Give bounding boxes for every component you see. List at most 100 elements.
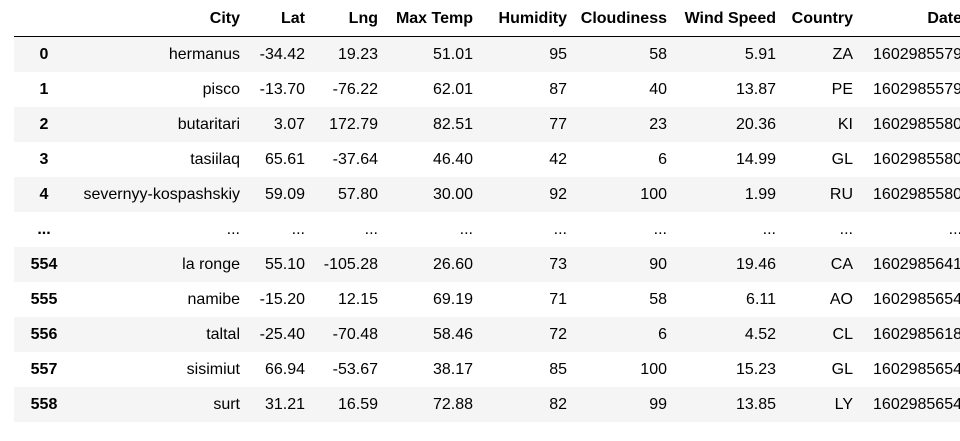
cell-lng: -105.28	[323, 256, 378, 273]
column-header-lng: Lng	[312, 2, 385, 37]
column-header-city: City	[74, 2, 247, 37]
cell-city: hermanus	[168, 46, 240, 63]
column-header-humidity: Humidity	[480, 2, 574, 37]
cell-cloudiness: 100	[640, 186, 667, 203]
dataframe-output: City Lat Lng Max Temp Humidity Cloudines…	[14, 2, 960, 422]
cell-lat: 66.94	[264, 361, 305, 378]
cell-humidity: ...	[553, 221, 567, 238]
cell-wind-speed: 19.46	[735, 256, 776, 273]
cell-cloudiness: 6	[658, 151, 667, 168]
cell-lat: -15.20	[259, 291, 305, 308]
cell-country: GL	[831, 361, 853, 378]
cell-lat: 65.61	[264, 151, 305, 168]
cell-lng: 172.79	[329, 116, 378, 133]
cell-cloudiness: 23	[649, 116, 667, 133]
row-index: 3	[39, 151, 49, 168]
table-row: 557 sisimiut 66.94 -53.67 38.17 85 100 15.23 GL 1…	[14, 352, 960, 387]
cell-country: CL	[832, 326, 853, 343]
cell-country: ...	[839, 221, 853, 238]
row-index: 557	[30, 361, 58, 378]
row-index: 2	[39, 116, 49, 133]
cell-lat: -25.40	[259, 326, 305, 343]
cell-city: pisco	[202, 81, 240, 98]
cell-lng: 19.23	[337, 46, 378, 63]
index-header	[14, 2, 74, 37]
cell-date: 1602985580	[873, 151, 960, 168]
column-header-cloudiness: Cloudiness	[574, 2, 674, 37]
cell-humidity: 72	[549, 326, 567, 343]
cell-date: 1602985654	[873, 396, 960, 413]
cell-max-temp: 30.00	[432, 186, 473, 203]
cell-country: KI	[837, 116, 853, 133]
cell-country: RU	[829, 186, 853, 203]
cell-cloudiness: 40	[649, 81, 667, 98]
cell-wind-speed: 6.11	[746, 291, 776, 308]
cell-country: LY	[834, 396, 853, 413]
cell-date: 1602985654	[873, 291, 960, 308]
table-row: 3 tasiilaq 65.61 -37.64 46.40 42 6 14.99 GL 16029…	[14, 142, 960, 177]
cell-wind-speed: 15.23	[735, 361, 776, 378]
cell-city: surt	[213, 396, 240, 413]
cell-city: ...	[226, 221, 240, 238]
row-index: 4	[39, 186, 49, 203]
cell-lat: 3.07	[273, 116, 305, 133]
cell-humidity: 92	[549, 186, 567, 203]
cell-wind-speed: 5.91	[744, 46, 776, 63]
row-index: 554	[30, 256, 58, 273]
table-row: 4 severnyy-kospashskiy 59.09 57.80 30.00 92 10…	[14, 177, 960, 212]
table-row: 558 surt 31.21 16.59 72.88 82 99 13.85 LY 1602985…	[14, 387, 960, 422]
cell-max-temp: 51.01	[432, 46, 473, 63]
cell-date: 1602985580	[873, 116, 960, 133]
cell-date: 1602985618	[873, 326, 960, 343]
cell-max-temp: 38.17	[432, 361, 473, 378]
cell-wind-speed: 4.52	[744, 326, 776, 343]
cell-max-temp: 26.60	[432, 256, 473, 273]
cell-humidity: 77	[549, 116, 567, 133]
cell-max-temp: 69.19	[432, 291, 473, 308]
table-row: 1 pisco -13.70 -76.22 62.01 87 40 13.87 PE 160298…	[14, 72, 960, 107]
cell-date: ...	[948, 221, 960, 238]
cell-date: 1602985654	[873, 361, 960, 378]
cell-max-temp: 72.88	[432, 396, 473, 413]
cell-humidity: 87	[549, 81, 567, 98]
cell-wind-speed: 13.85	[735, 396, 776, 413]
cell-city: sisimiut	[186, 361, 240, 378]
cell-cloudiness: 90	[649, 256, 667, 273]
cell-max-temp: 46.40	[432, 151, 473, 168]
cell-country: AO	[829, 291, 853, 308]
cell-lng: 57.80	[337, 186, 378, 203]
cell-cloudiness: 58	[649, 46, 667, 63]
cell-wind-speed: ...	[762, 221, 776, 238]
cell-country: PE	[831, 81, 853, 98]
cell-lng: -53.67	[332, 361, 378, 378]
cell-country: ZA	[832, 46, 853, 63]
cell-lat: 55.10	[264, 256, 305, 273]
row-index: 1	[39, 81, 49, 98]
row-index: 556	[30, 326, 58, 343]
column-header-wind-speed: Wind Speed	[674, 2, 783, 37]
cell-humidity: 71	[549, 291, 567, 308]
cell-cloudiness: 100	[640, 361, 667, 378]
cell-max-temp: ...	[459, 221, 473, 238]
cell-lng: 12.15	[337, 291, 378, 308]
cell-date: 1602985580	[873, 186, 960, 203]
cell-wind-speed: 13.87	[735, 81, 776, 98]
cell-cloudiness: ...	[653, 221, 667, 238]
cell-lat: -34.42	[259, 46, 305, 63]
cell-wind-speed: 20.36	[735, 116, 776, 133]
cell-city: la ronge	[182, 256, 240, 273]
header-row: City Lat Lng Max Temp Humidity Cloudines…	[14, 2, 960, 37]
row-index: 555	[30, 291, 58, 308]
cell-lng: 16.59	[337, 396, 378, 413]
cell-max-temp: 62.01	[432, 81, 473, 98]
cell-max-temp: 58.46	[432, 326, 473, 343]
cell-humidity: 82	[549, 396, 567, 413]
cell-lng: -70.48	[332, 326, 378, 343]
dataframe-table: City Lat Lng Max Temp Humidity Cloudines…	[14, 2, 960, 422]
cell-date: 1602985641	[873, 256, 960, 273]
cell-city: taltal	[206, 326, 240, 343]
table-body: 0 hermanus -34.42 19.23 51.01 95 58 5.91 ZA 16029…	[14, 36, 960, 422]
cell-city: butaritari	[177, 116, 240, 133]
cell-cloudiness: 6	[658, 326, 667, 343]
cell-wind-speed: 14.99	[735, 151, 776, 168]
